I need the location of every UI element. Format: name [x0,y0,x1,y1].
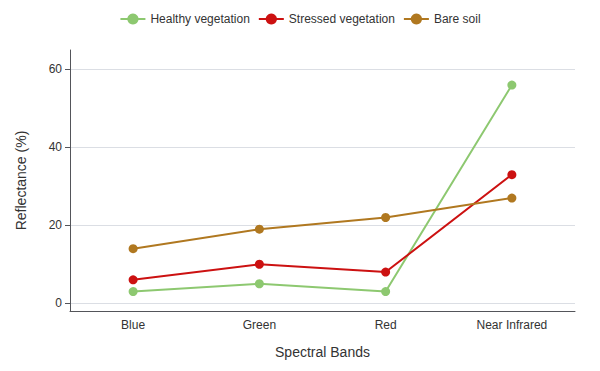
svg-text:40: 40 [49,140,63,154]
svg-text:0: 0 [55,296,62,310]
svg-text:Spectral Bands: Spectral Bands [275,344,370,360]
svg-text:Red: Red [375,318,397,332]
svg-text:Stressed vegetation: Stressed vegetation [289,12,395,26]
svg-text:60: 60 [49,62,63,76]
svg-text:Healthy vegetation: Healthy vegetation [150,12,249,26]
svg-text:Green: Green [243,318,276,332]
svg-text:Reflectance (%): Reflectance (%) [13,131,29,231]
svg-text:Bare soil: Bare soil [434,12,481,26]
svg-text:Near Infrared: Near Infrared [477,318,548,332]
svg-text:Blue: Blue [121,318,145,332]
svg-text:20: 20 [49,218,63,232]
